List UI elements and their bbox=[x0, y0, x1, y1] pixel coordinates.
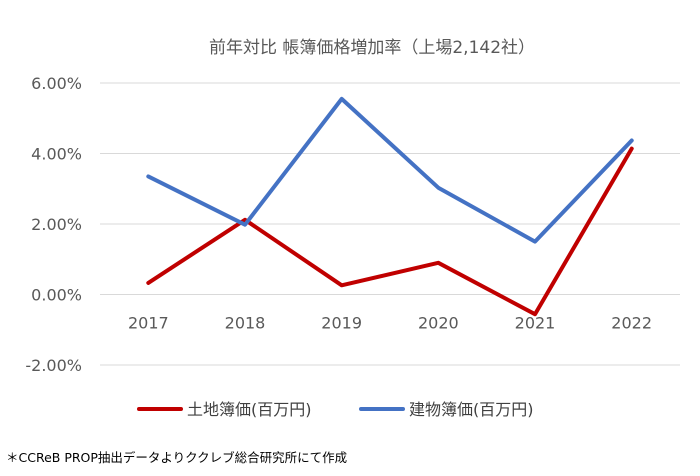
y-tick-label: -2.00% bbox=[25, 356, 82, 375]
legend: 土地簿価(百万円) 建物簿価(百万円) bbox=[137, 400, 534, 419]
y-tick-label: 2.00% bbox=[31, 215, 82, 234]
x-axis-ticks: 2017 2018 2019 2020 2021 2022 bbox=[128, 314, 652, 333]
y-tick-label: 4.00% bbox=[31, 145, 82, 164]
y-tick-label: 6.00% bbox=[31, 74, 82, 93]
x-tick-label: 2018 bbox=[225, 314, 266, 333]
x-tick-label: 2021 bbox=[515, 314, 556, 333]
x-tick-label: 2020 bbox=[418, 314, 459, 333]
legend-label-1: 建物簿価(百万円) bbox=[409, 400, 534, 419]
x-tick-label: 2022 bbox=[611, 314, 652, 333]
series-lines bbox=[146, 96, 634, 317]
chart-title: 前年対比 帳簿価格増加率（上場2,142社） bbox=[209, 38, 535, 58]
y-tick-label: 0.00% bbox=[31, 286, 82, 305]
x-tick-label: 2019 bbox=[321, 314, 362, 333]
gridlines bbox=[100, 82, 680, 366]
legend-label-0: 土地簿価(百万円) bbox=[187, 400, 312, 419]
y-axis-ticks: -2.00% 0.00% 2.00% 4.00% 6.00% bbox=[25, 74, 82, 375]
x-tick-label: 2017 bbox=[128, 314, 169, 333]
footnote: ＊CCReB PROP抽出データよりククレブ総合研究所にて作成 bbox=[6, 450, 348, 465]
series-line-0 bbox=[146, 146, 634, 317]
series-line-1 bbox=[146, 96, 634, 244]
